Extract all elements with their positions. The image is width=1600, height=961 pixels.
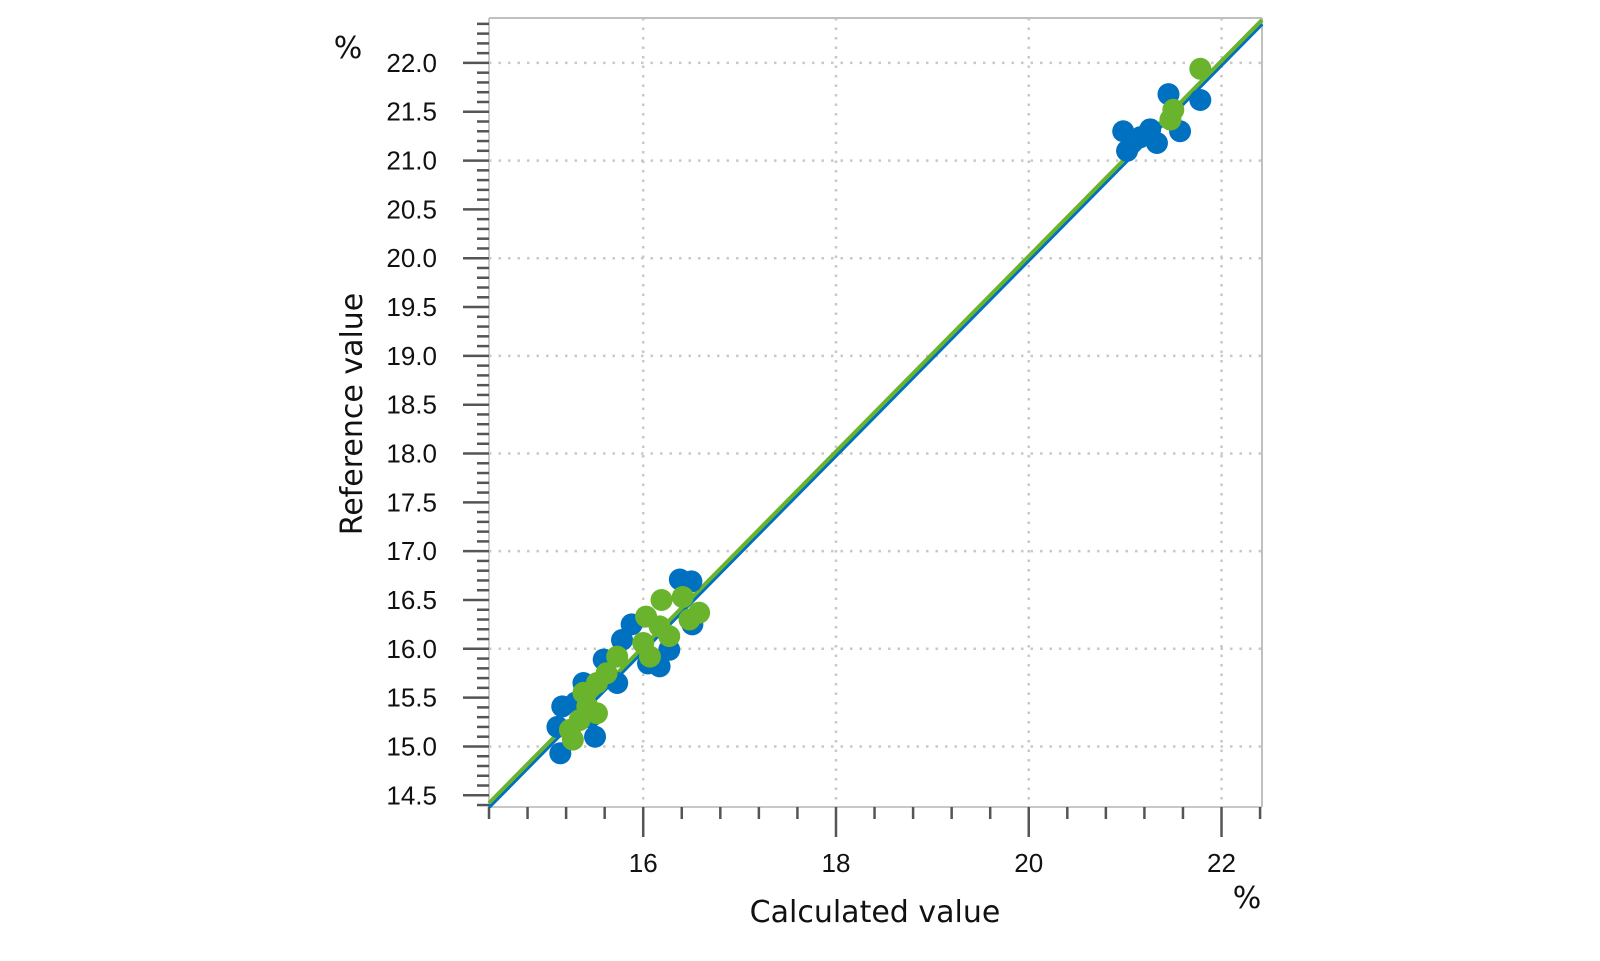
y-tick-label: 17.5 bbox=[386, 487, 437, 517]
x-tick-label: 16 bbox=[629, 848, 658, 878]
data-point-series-1 bbox=[584, 725, 607, 748]
data-point-series-2 bbox=[1162, 98, 1185, 121]
x-tick-label: 22 bbox=[1207, 848, 1236, 878]
data-point-series-1 bbox=[1145, 131, 1168, 154]
data-point-series-1 bbox=[1116, 139, 1139, 162]
y-tick-label: 21.0 bbox=[386, 146, 437, 176]
data-point-series-2 bbox=[688, 601, 711, 624]
data-point-series-2 bbox=[595, 662, 618, 685]
axis-ticks bbox=[463, 22, 1262, 837]
plot-frame bbox=[488, 17, 1263, 808]
data-point-series-2 bbox=[632, 631, 655, 654]
y-tick-label: 20.0 bbox=[386, 243, 437, 273]
y-unit-label: % bbox=[334, 31, 363, 66]
y-tick-label: 19.0 bbox=[386, 341, 437, 371]
y-tick-label: 18.0 bbox=[386, 439, 437, 469]
x-tick-label: 18 bbox=[822, 848, 851, 878]
y-tick-label: 19.5 bbox=[386, 292, 437, 322]
y-tick-label: 15.0 bbox=[386, 731, 437, 761]
x-unit-label: % bbox=[1233, 881, 1262, 916]
data-point-series-1 bbox=[1112, 120, 1135, 143]
x-axis-title: Calculated value bbox=[750, 895, 1001, 930]
data-point-series-1 bbox=[1189, 89, 1212, 112]
y-tick-label: 18.5 bbox=[386, 390, 437, 420]
tick-labels: 14.5 15.0 15.5 16.0 16.5 17.0 17.5 18.0 18.5 19.0… bbox=[386, 48, 1236, 878]
y-tick-label: 16.0 bbox=[386, 634, 437, 664]
y-tick-label: 17.0 bbox=[386, 536, 437, 566]
y-axis-title: Reference value bbox=[335, 293, 370, 536]
y-tick-label: 21.5 bbox=[386, 97, 437, 127]
data-point-series-2 bbox=[1189, 57, 1212, 80]
x-tick-label: 20 bbox=[1014, 848, 1043, 878]
grid bbox=[489, 18, 1262, 807]
y-tick-label: 14.5 bbox=[386, 780, 437, 810]
data-marks bbox=[487, 18, 1264, 809]
data-point-series-2 bbox=[635, 605, 658, 628]
y-tick-label: 22.0 bbox=[386, 48, 437, 78]
data-point-series-2 bbox=[606, 645, 629, 668]
y-tick-label: 15.5 bbox=[386, 683, 437, 713]
data-point-series-2 bbox=[671, 586, 694, 609]
y-tick-label: 16.5 bbox=[386, 585, 437, 615]
data-point-series-2 bbox=[650, 588, 673, 611]
y-tick-label: 20.5 bbox=[386, 194, 437, 224]
